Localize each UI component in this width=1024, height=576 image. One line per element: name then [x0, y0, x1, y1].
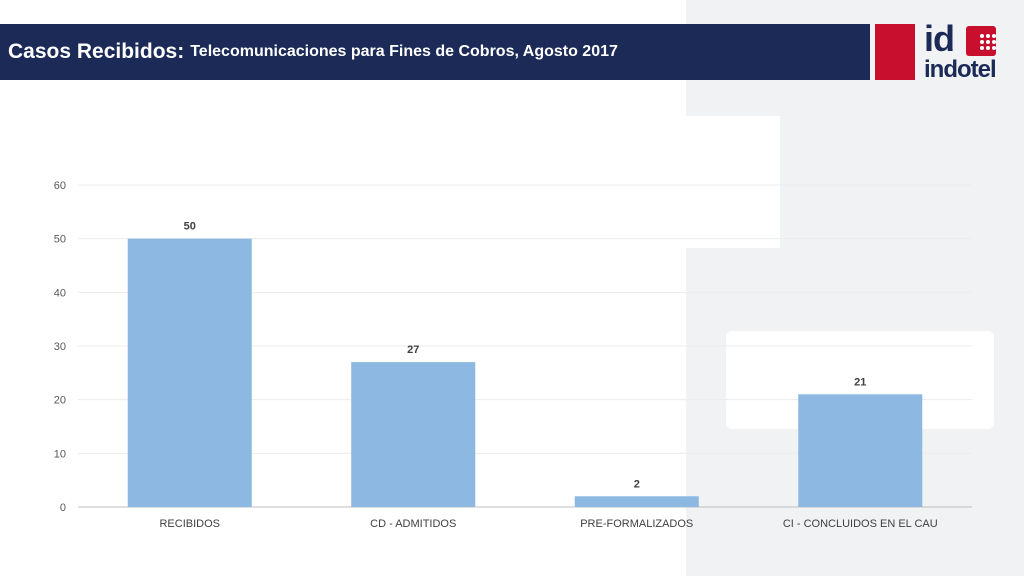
- y-tick-label: 10: [54, 448, 66, 460]
- bar: [574, 496, 699, 507]
- y-tick-label: 60: [54, 180, 66, 192]
- data-label: 27: [407, 344, 419, 356]
- y-tick-label: 30: [54, 341, 66, 353]
- data-label: 2: [634, 478, 640, 490]
- y-tick-label: 0: [60, 502, 66, 514]
- indotel-logo: id indotel: [922, 18, 1022, 84]
- y-tick-label: 50: [54, 234, 66, 246]
- bar: [798, 394, 923, 507]
- x-tick-label: CI - CONCLUIDOS EN EL CAU: [783, 518, 938, 530]
- bar: [127, 238, 252, 507]
- x-tick-label: PRE-FORMALIZADOS: [580, 518, 693, 530]
- logo-id-text: id: [924, 18, 955, 59]
- y-tick-label: 20: [54, 395, 66, 407]
- page-title: Casos Recibidos:: [8, 40, 185, 63]
- x-tick-label: RECIBIDOS: [159, 518, 220, 530]
- page-subtitle: Telecomunicaciones para Fines de Cobros,…: [190, 43, 618, 60]
- data-label: 50: [184, 221, 196, 233]
- y-tick-label: 40: [54, 287, 66, 299]
- logo-wordmark: indotel: [924, 56, 997, 83]
- x-tick-label: CD - ADMITIDOS: [370, 518, 456, 530]
- logo-dots-icon: [980, 34, 996, 50]
- data-label: 21: [854, 376, 866, 388]
- bar: [351, 362, 476, 507]
- title-bar: Casos Recibidos: Telecomunicaciones para…: [0, 24, 870, 80]
- logo-red-block: [875, 24, 915, 80]
